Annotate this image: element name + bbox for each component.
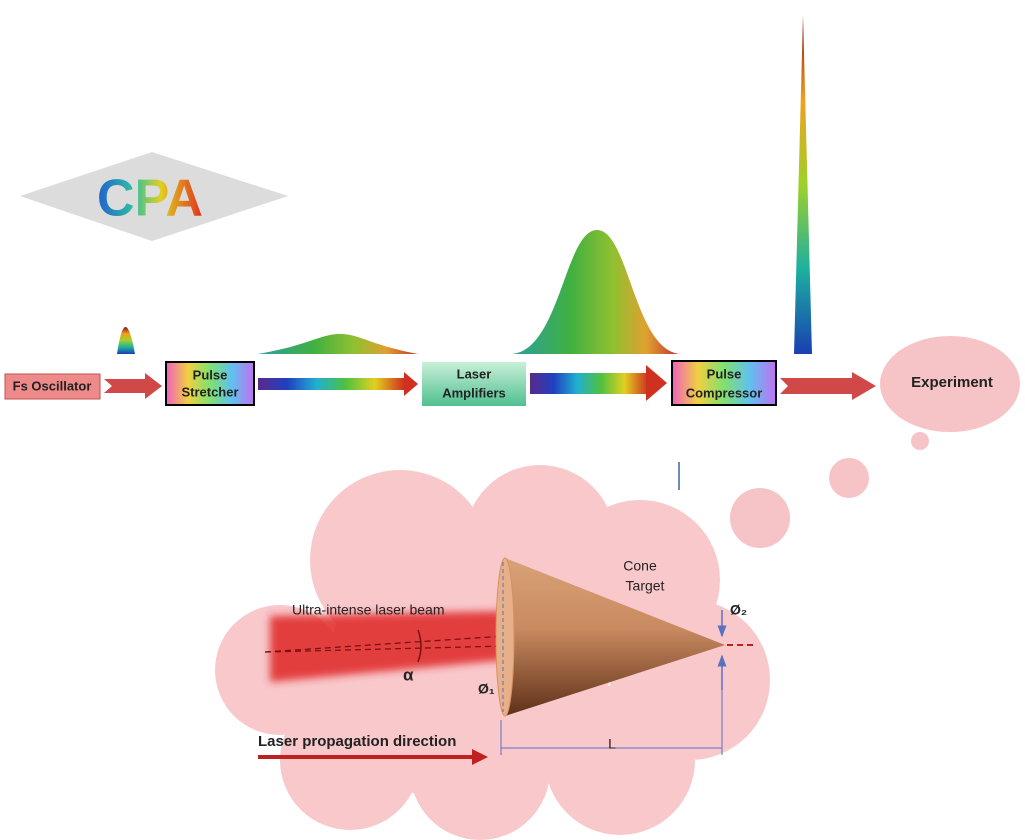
cone-base — [495, 557, 515, 717]
length-label: L — [608, 736, 616, 752]
arrow — [258, 378, 404, 390]
amplified-pulse — [512, 230, 680, 354]
amplifiers-box — [422, 362, 526, 406]
thought-bubble — [829, 458, 869, 498]
angle-label: α — [403, 665, 414, 684]
angle-arc — [417, 629, 422, 663]
arrow-head — [646, 365, 667, 401]
laser-beam — [270, 611, 505, 682]
thought-bubble — [911, 432, 929, 450]
cone-label: Target — [626, 578, 665, 594]
stretcher-label: Stretcher — [181, 384, 238, 399]
seed-pulse — [117, 327, 135, 354]
amplifiers-label: Laser — [457, 366, 492, 381]
experiment-label: Experiment — [911, 374, 993, 391]
thought-bubble — [730, 488, 790, 548]
cloud — [215, 465, 770, 840]
compressor-label: Compressor — [686, 385, 763, 400]
arrow — [780, 372, 876, 400]
direction-label: Laser propagation direction — [258, 733, 456, 750]
amplifiers-label: Amplifiers — [442, 385, 506, 400]
diameter-1-label: Ø₁ — [478, 681, 495, 697]
beam-axis — [264, 645, 506, 653]
arrow-head — [404, 372, 418, 396]
beam-edge — [264, 635, 506, 653]
arrow — [530, 373, 648, 394]
oscillator-box — [4, 373, 101, 400]
logo-plate — [20, 152, 288, 241]
compressor-box — [671, 360, 777, 406]
stretcher-label: Pulse — [193, 367, 228, 382]
compressor-label: Pulse — [707, 366, 742, 381]
cone-target — [505, 558, 725, 716]
diameter-2-label: Ø₂ — [730, 602, 747, 618]
beam-label: Ultra-intense laser beam — [292, 602, 445, 618]
stretcher-box — [165, 361, 255, 406]
arrow — [104, 373, 162, 399]
cone-label: Cone — [623, 558, 657, 574]
oscillator-label: Fs Oscillator — [13, 378, 92, 393]
logo: CPA — [97, 170, 203, 228]
experiment-bubble — [880, 336, 1020, 432]
compressed-pulse — [794, 15, 812, 354]
stretched-pulse — [258, 334, 418, 354]
